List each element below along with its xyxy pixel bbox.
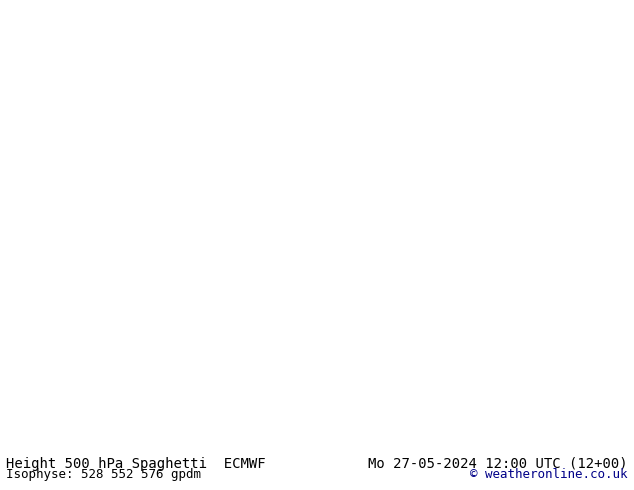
Text: Mo 27-05-2024 12:00 UTC (12+00): Mo 27-05-2024 12:00 UTC (12+00) (368, 457, 628, 471)
Text: Isophyse: 528 552 576 gpdm: Isophyse: 528 552 576 gpdm (6, 468, 202, 481)
Text: Height 500 hPa Spaghetti  ECMWF: Height 500 hPa Spaghetti ECMWF (6, 457, 266, 471)
Text: © weatheronline.co.uk: © weatheronline.co.uk (470, 468, 628, 481)
